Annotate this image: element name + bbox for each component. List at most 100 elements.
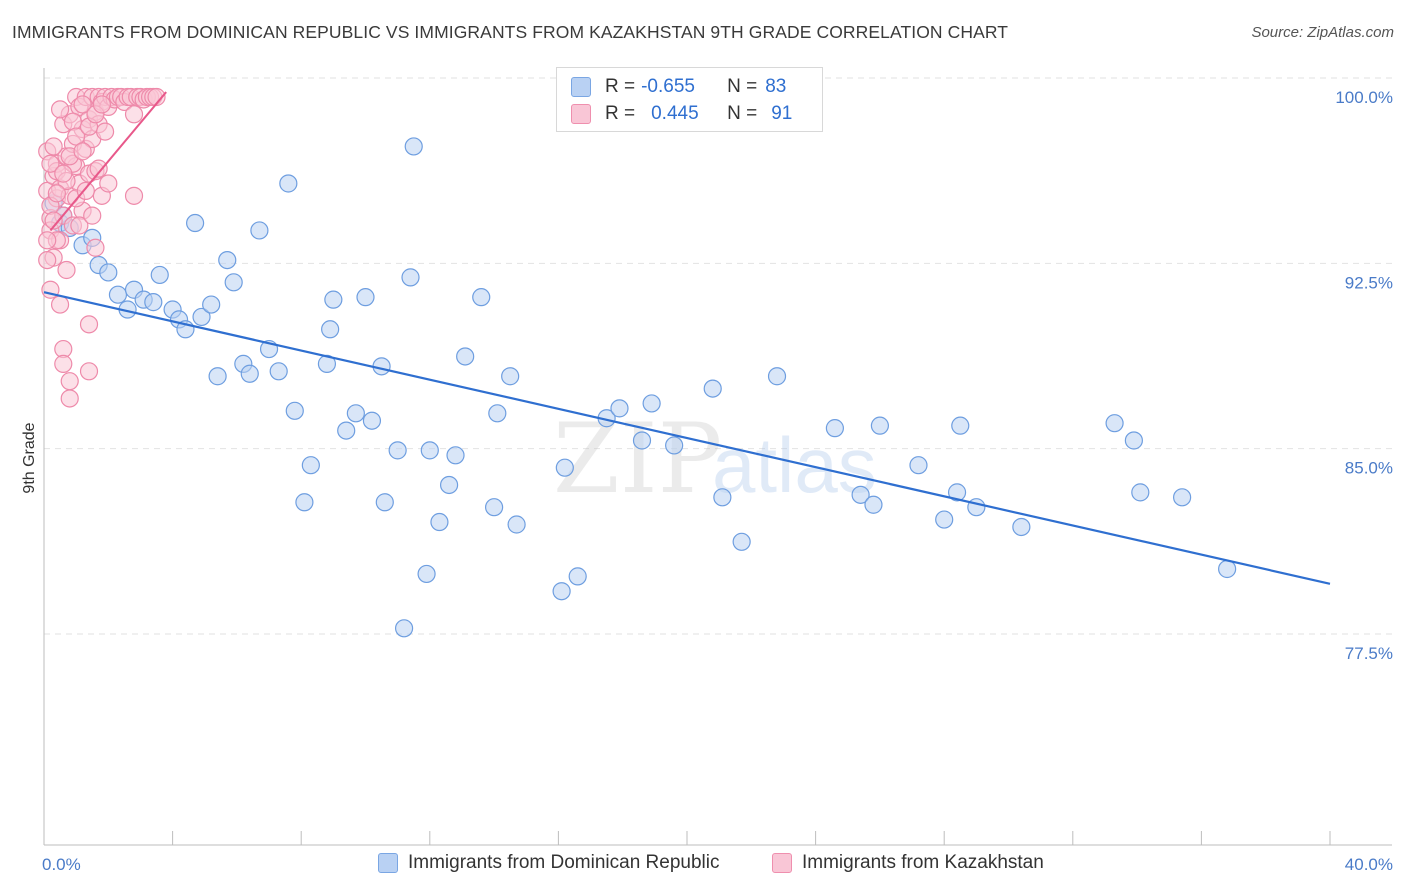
data-point — [124, 186, 144, 205]
series-kazakhstan — [38, 87, 166, 408]
data-point — [279, 174, 298, 193]
data-point — [732, 532, 751, 551]
data-point — [324, 290, 343, 309]
data-point — [192, 307, 211, 327]
data-point — [92, 95, 111, 114]
trend-lines — [43, 91, 1331, 585]
data-point — [240, 364, 259, 383]
legend-swatch-blue — [378, 853, 398, 873]
chart-title: IMMIGRANTS FROM DOMINICAN REPUBLIC VS IM… — [12, 22, 1009, 42]
data-point — [95, 122, 115, 141]
data-point — [417, 564, 436, 584]
legend-r-label: R = — [605, 76, 636, 97]
chart-source: Source: ZipAtlas.com — [1251, 24, 1394, 41]
data-point — [456, 347, 475, 366]
data-point — [50, 295, 70, 314]
data-point — [356, 288, 375, 307]
data-point — [321, 320, 340, 339]
data-point — [935, 510, 954, 529]
data-point — [269, 362, 288, 381]
data-point — [1173, 488, 1192, 507]
data-point — [909, 456, 928, 475]
stats-legend: R = -0.655 N = 83 R = 0.445 N = 91 — [556, 67, 823, 132]
data-point — [404, 137, 423, 156]
data-point — [552, 582, 571, 601]
data-point — [947, 483, 967, 502]
data-point — [703, 379, 722, 398]
data-point — [50, 100, 70, 119]
data-point — [507, 515, 526, 534]
data-point — [208, 367, 227, 386]
data-point — [76, 181, 95, 201]
data-point — [150, 265, 169, 285]
data-point — [124, 105, 144, 124]
legend-row-dominican: R = -0.655 N = 83 — [571, 75, 786, 99]
data-point — [285, 401, 304, 420]
x-tick-label: 40.0% — [1345, 855, 1393, 874]
data-point — [488, 404, 507, 423]
legend-row-kazakhstan: R = 0.445 N = 91 — [571, 102, 792, 126]
data-point — [394, 619, 414, 638]
legend-swatch-pink — [772, 853, 792, 873]
legend-swatch-blue — [571, 77, 591, 97]
data-point — [186, 213, 205, 233]
data-point — [864, 495, 883, 514]
data-point — [60, 372, 79, 391]
data-point — [568, 567, 587, 586]
data-point — [420, 441, 439, 460]
data-point — [99, 174, 118, 193]
legend-label-dominican: Immigrants from Dominican Republic — [408, 852, 720, 873]
data-point — [472, 288, 491, 307]
data-point — [108, 285, 128, 304]
data-point — [63, 112, 83, 131]
data-point — [951, 416, 970, 435]
x-tick-label: 0.0% — [42, 855, 81, 874]
data-point — [713, 488, 732, 507]
data-point — [147, 87, 166, 107]
data-point — [218, 250, 237, 270]
data-point — [642, 394, 661, 413]
data-point — [401, 268, 420, 287]
data-point — [485, 498, 504, 517]
data-point — [665, 436, 684, 455]
data-point — [57, 260, 76, 280]
legend-item-kazakhstan: Immigrants from Kazakhstan — [772, 852, 1044, 874]
data-point — [375, 493, 394, 512]
data-point — [346, 404, 365, 423]
legend-item-dominican: Immigrants from Dominican Republic — [378, 852, 720, 874]
data-point — [54, 164, 73, 183]
data-point — [70, 216, 89, 235]
data-point — [54, 354, 73, 373]
legend-n-value: 83 — [765, 76, 787, 97]
data-point — [86, 238, 105, 257]
data-point — [1105, 414, 1124, 433]
data-point — [250, 221, 269, 240]
data-point — [610, 399, 629, 418]
data-point — [555, 458, 574, 477]
data-point — [38, 231, 57, 250]
watermark-zip: ZIP — [553, 403, 722, 515]
data-point — [1012, 517, 1031, 537]
data-point — [1124, 431, 1143, 450]
trend-line-dominican — [43, 291, 1331, 585]
data-point — [430, 512, 449, 532]
data-point — [79, 315, 99, 334]
data-point — [851, 485, 870, 504]
data-point — [439, 475, 459, 495]
y-tick-label: 77.5% — [1345, 644, 1393, 663]
data-point — [295, 493, 314, 512]
data-point — [44, 137, 63, 156]
data-point — [99, 263, 118, 282]
data-point — [767, 367, 787, 386]
data-point — [44, 211, 63, 230]
data-point — [73, 142, 92, 161]
legend-n-label: N = — [727, 76, 758, 97]
watermark: ZIP atlas — [553, 403, 877, 515]
series-dominican-republic — [44, 137, 1237, 638]
data-point — [1218, 559, 1237, 579]
trend-line-kazakhstan — [49, 91, 167, 232]
data-point — [89, 159, 108, 178]
data-point — [202, 295, 221, 314]
y-tick-label: 100.0% — [1335, 88, 1393, 107]
